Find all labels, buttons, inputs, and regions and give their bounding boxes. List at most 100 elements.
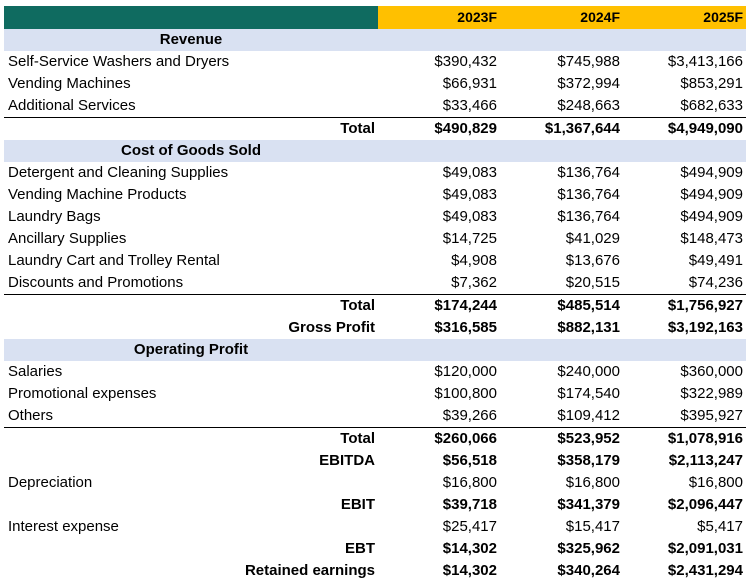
retained-earnings-label: Retained earnings (244, 562, 375, 579)
value-2023: $49,083 (442, 164, 497, 181)
value-2024: $240,000 (557, 363, 620, 380)
value-2025: $49,491 (688, 252, 743, 269)
value-2024: $15,417 (565, 518, 620, 535)
value-2024: $882,131 (557, 319, 620, 336)
value-2023: $56,518 (442, 452, 497, 469)
section-header-cogs: Cost of Goods Sold (4, 140, 746, 162)
value-2025: $4,949,090 (623, 117, 746, 140)
value-2025: $494,909 (680, 208, 743, 225)
value-2025: $16,800 (688, 474, 743, 491)
value-2024: $20,515 (565, 274, 620, 291)
value-2025: $5,417 (697, 518, 743, 535)
value-2024: $485,514 (500, 294, 623, 317)
row-label: Discounts and Promotions (8, 274, 184, 291)
value-2023: $49,083 (442, 208, 497, 225)
value-2024: $745,988 (557, 53, 620, 70)
row-label: Additional Services (8, 97, 136, 114)
value-2025: $682,633 (680, 97, 743, 114)
value-2023: $316,585 (434, 319, 497, 336)
ebt-label: EBT (345, 540, 375, 557)
value-2024: $358,179 (557, 452, 620, 469)
value-2024: $1,367,644 (500, 117, 623, 140)
total-label: Total (4, 117, 378, 140)
interest-expense-label: Interest expense (8, 518, 119, 535)
ebitda-row: EBITDA $56,518 $358,179 $2,113,247 (4, 450, 746, 472)
table-row: Ancillary Supplies $14,725 $41,029 $148,… (4, 228, 746, 250)
row-label: Laundry Cart and Trolley Rental (8, 252, 220, 269)
table-row: Vending Machine Products $49,083 $136,76… (4, 184, 746, 206)
table-row: Laundry Bags $49,083 $136,764 $494,909 (4, 206, 746, 228)
ebit-row: EBIT $39,718 $341,379 $2,096,447 (4, 494, 746, 516)
value-2023: $14,302 (442, 540, 497, 557)
value-2023: $4,908 (451, 252, 497, 269)
total-label: Total (4, 294, 378, 317)
value-2025: $2,091,031 (667, 540, 743, 557)
row-label: Others (8, 407, 54, 424)
value-2023: $490,829 (378, 117, 500, 140)
row-label: Promotional expenses (8, 385, 157, 402)
section-header-operating-profit: Operating Profit (4, 339, 746, 361)
value-2023: $260,066 (378, 427, 500, 450)
table-row: Detergent and Cleaning Supplies $49,083 … (4, 162, 746, 184)
interest-expense-row: Interest expense $25,417 $15,417 $5,417 (4, 516, 746, 538)
header-row: 2023F 2024F 2025F (4, 6, 746, 29)
header-corner-cell (4, 6, 378, 29)
value-2023: $120,000 (434, 363, 497, 380)
value-2023: $174,244 (378, 294, 500, 317)
value-2023: $16,800 (442, 474, 497, 491)
value-2024: $341,379 (557, 496, 620, 513)
ebitda-label: EBITDA (319, 452, 375, 469)
value-2025: $74,236 (688, 274, 743, 291)
value-2025: $322,989 (680, 385, 743, 402)
year-header-2023: 2023F (378, 6, 500, 29)
value-2024: $136,764 (557, 186, 620, 203)
value-2024: $340,264 (557, 562, 620, 579)
value-2023: $39,718 (442, 496, 497, 513)
value-2023: $39,266 (442, 407, 497, 424)
ebit-label: EBIT (340, 496, 375, 513)
row-label: Detergent and Cleaning Supplies (8, 164, 229, 181)
value-2023: $14,302 (442, 562, 497, 579)
value-2025: $494,909 (680, 164, 743, 181)
value-2024: $136,764 (557, 164, 620, 181)
total-label: Total (4, 427, 378, 450)
value-2024: $325,962 (557, 540, 620, 557)
ebt-row: EBT $14,302 $325,962 $2,091,031 (4, 538, 746, 560)
value-2023: $7,362 (451, 274, 497, 291)
row-label: Vending Machine Products (8, 186, 187, 203)
value-2025: $395,927 (680, 407, 743, 424)
value-2024: $523,952 (500, 427, 623, 450)
table-row: Additional Services $33,466 $248,663 $68… (4, 95, 746, 118)
section-title: Revenue (4, 29, 378, 51)
value-2024: $248,663 (557, 97, 620, 114)
table-row: Self-Service Washers and Dryers $390,432… (4, 51, 746, 73)
value-2023: $14,725 (442, 230, 497, 247)
value-2023: $25,417 (442, 518, 497, 535)
gross-profit-label: Gross Profit (288, 319, 375, 336)
value-2025: $2,113,247 (668, 452, 743, 469)
depreciation-row: Depreciation $16,800 $16,800 $16,800 (4, 472, 746, 494)
value-2025: $2,096,447 (667, 496, 743, 513)
value-2025: $1,078,916 (623, 427, 746, 450)
table-row: Promotional expenses $100,800 $174,540 $… (4, 383, 746, 405)
value-2023: $49,083 (442, 186, 497, 203)
revenue-total-row: Total $490,829 $1,367,644 $4,949,090 (4, 117, 746, 140)
row-label: Laundry Bags (8, 208, 101, 225)
cogs-total-row: Total $174,244 $485,514 $1,756,927 (4, 294, 746, 317)
value-2024: $41,029 (565, 230, 620, 247)
retained-earnings-row: Retained earnings $14,302 $340,264 $2,43… (4, 560, 746, 582)
value-2025: $3,192,163 (667, 319, 743, 336)
section-title: Operating Profit (4, 339, 378, 361)
value-2024: $16,800 (565, 474, 620, 491)
value-2023: $100,800 (434, 385, 497, 402)
value-2025: $360,000 (680, 363, 743, 380)
table-row: Others $39,266 $109,412 $395,927 (4, 405, 746, 428)
depreciation-label: Depreciation (8, 474, 93, 491)
opex-total-row: Total $260,066 $523,952 $1,078,916 (4, 427, 746, 450)
value-2025: $3,413,166 (667, 53, 743, 70)
year-header-2025: 2025F (623, 6, 746, 29)
section-title: Cost of Goods Sold (4, 140, 378, 162)
income-statement-table: 2023F 2024F 2025F Revenue Self-Service W… (4, 6, 746, 582)
section-header-revenue: Revenue (4, 29, 746, 51)
